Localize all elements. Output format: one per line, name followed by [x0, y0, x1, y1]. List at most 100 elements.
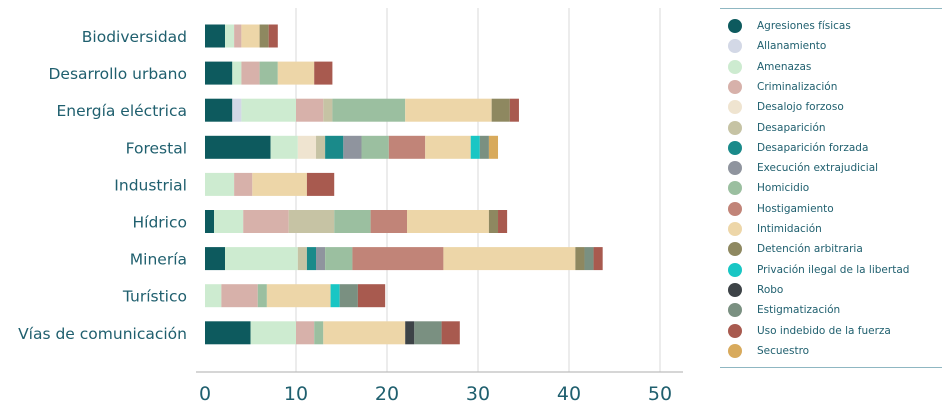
- legend-item: Uso indebido de la fuerza: [728, 322, 891, 340]
- bar-segment-3-12: [470, 135, 480, 159]
- legend-swatch: [728, 222, 742, 236]
- bar-segment-2-8: [332, 98, 406, 122]
- legend-label: Privación ilegal de la libertad: [757, 263, 910, 276]
- legend-swatch: [728, 343, 742, 358]
- bar-segment-4-15: [306, 172, 335, 196]
- legend-swatch: [728, 303, 742, 318]
- x-tick-label: 40: [557, 383, 581, 405]
- x-tick-label: 30: [466, 383, 490, 405]
- y-tick-label: Industrial: [114, 176, 187, 194]
- legend-label: Robo: [757, 283, 784, 296]
- bar-segment-3-10: [425, 135, 471, 159]
- legend-item: Execución extrajudicial: [728, 159, 878, 177]
- legend-label: Secuestro: [757, 344, 810, 357]
- bar-segment-3-9: [388, 135, 426, 159]
- legend-swatch: [728, 181, 742, 196]
- legend-swatch: [728, 19, 742, 33]
- x-tick-label: 10: [284, 383, 308, 405]
- legend-item: Allanamiento: [728, 37, 826, 55]
- legend-label: Allanamiento: [757, 40, 827, 53]
- bar-segment-2-3: [296, 98, 324, 122]
- y-tick-label: Forestal: [126, 139, 187, 157]
- bar-segment-3-5: [316, 135, 326, 159]
- bar-segment-0-11: [259, 24, 269, 48]
- bar-segment-7-15: [357, 284, 386, 308]
- bar-segment-8-14: [414, 321, 442, 345]
- bar-segment-8-2: [250, 321, 296, 345]
- bar-segment-3-16: [488, 135, 499, 159]
- bar-segment-5-5: [288, 210, 335, 233]
- legend-item: Hostigamiento: [728, 200, 834, 218]
- bar-segment-3-0: [205, 135, 271, 159]
- stacked-bar-chart: Biodiversidad Desarrollo urbano Energía el…: [18, 8, 683, 405]
- bar-segment-1-15: [314, 61, 333, 85]
- bar-segment-6-7: [316, 247, 326, 271]
- legend-swatch: [728, 39, 742, 54]
- bar-segment-5-15: [498, 210, 508, 233]
- y-tick-label: Biodiversidad: [82, 28, 187, 46]
- chart-svg: Biodiversidad Desarrollo urbano Energía el…: [18, 8, 683, 405]
- bar-segment-2-15: [509, 98, 519, 122]
- bar-segment-7-2: [205, 284, 222, 308]
- legend-item: Robo: [728, 281, 783, 299]
- bar-segment-8-13: [405, 321, 415, 345]
- bar-segment-6-2: [225, 247, 298, 271]
- legend-swatch: [728, 282, 742, 297]
- legend-swatch: [728, 201, 742, 216]
- x-tick-label: 20: [375, 383, 399, 405]
- bar-segment-0-0: [205, 24, 226, 48]
- bar-segment-6-11: [575, 247, 585, 271]
- bar-segment-2-2: [241, 98, 296, 122]
- bar-segment-3-2: [270, 135, 298, 159]
- legend-swatch: [728, 323, 742, 338]
- legend-label: Desaparición forzada: [757, 141, 869, 154]
- bar-segment-3-6: [325, 135, 344, 159]
- legend-swatch: [728, 79, 742, 94]
- bar-segment-1-0: [205, 61, 233, 85]
- legend-item: Privación ilegal de la libertad: [728, 261, 909, 279]
- bar-segment-7-10: [266, 284, 331, 308]
- legend-item: Desaparición forzada: [728, 139, 868, 157]
- bar-segment-5-11: [488, 210, 499, 233]
- bar-segment-2-11: [491, 98, 510, 122]
- bar-segment-5-10: [407, 210, 489, 233]
- legend-swatch: [728, 59, 742, 74]
- legend-swatch: [728, 100, 742, 115]
- bar-segment-0-2: [225, 24, 235, 48]
- legend-item: Agresiones físicas: [728, 17, 851, 35]
- bar-segment-8-15: [441, 321, 460, 345]
- bar-segment-1-10: [277, 61, 315, 85]
- bar-segment-2-1: [232, 98, 242, 122]
- bar-segment-6-9: [352, 247, 444, 271]
- bar-segment-6-6: [306, 247, 317, 271]
- legend-label: Intimidación: [757, 223, 822, 235]
- bar-segment-7-14: [339, 284, 358, 308]
- legend-item: Detención arbitraria: [728, 240, 863, 258]
- bar-segment-6-0: [205, 247, 226, 271]
- legend-label: Criminalización: [757, 80, 838, 93]
- bar-segment-1-3: [241, 61, 260, 85]
- bar-segment-6-5: [297, 247, 307, 271]
- bar-segment-0-15: [268, 24, 278, 48]
- y-tick-label: Minería: [130, 251, 187, 269]
- bar-segment-2-5: [323, 98, 333, 122]
- legend-label: Desalojo forzoso: [757, 101, 844, 114]
- bar-segment-4-3: [234, 172, 253, 196]
- bar-segment-6-8: [325, 247, 353, 271]
- bar-segment-7-8: [257, 284, 267, 308]
- bar-segment-4-2: [205, 172, 235, 196]
- bar-segment-3-8: [361, 135, 389, 159]
- legend-swatch: [728, 242, 742, 257]
- chart-legend: Agresiones físicas Allanamiento Amenazas Cr…: [720, 8, 942, 368]
- legend-swatch: [728, 262, 742, 277]
- bar-segment-8-8: [314, 321, 324, 345]
- legend-item: Criminalización: [728, 78, 837, 96]
- x-tick-label: 0: [199, 383, 211, 405]
- bar-segment-3-14: [479, 135, 489, 159]
- bar-segment-6-10: [443, 247, 576, 271]
- legend-item: Homicidio: [728, 179, 809, 197]
- bar-segment-7-3: [221, 284, 258, 308]
- bar-segment-1-2: [232, 61, 242, 85]
- bar-segment-8-10: [323, 321, 406, 345]
- y-tick-label: Desarrollo urbano: [48, 65, 187, 83]
